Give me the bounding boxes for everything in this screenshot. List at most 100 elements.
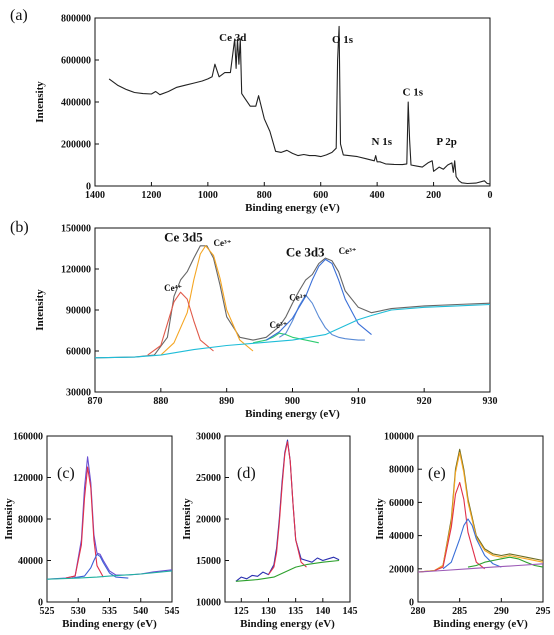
annotation-b: Ce 3d5 [164,230,203,245]
x-tick-label-c: 535 [102,606,117,617]
x-axis-title-a: Binding energy (eV) [245,202,340,214]
y-tick-label-b: 30000 [66,388,91,399]
x-tick-label-e: 285 [452,606,467,617]
y-tick-label-e: 40000 [389,531,414,542]
y-tick-label-d: 10000 [196,598,221,609]
x-tick-label-e: 280 [411,606,426,617]
series-line-d-2 [235,559,340,582]
series-line-b-1 [160,245,254,356]
series-line-d-1 [268,441,307,575]
y-tick-label-e: 0 [409,598,414,609]
annotation-b: Ce⁴⁺ [164,283,182,293]
x-tick-label-b: 930 [483,396,498,407]
y-tick-label-c: 40000 [18,556,43,567]
annotation-b: Ce 3d3 [286,245,325,260]
y-tick-label-a: 400000 [61,98,91,109]
x-tick-label-a: 800 [257,190,272,201]
y-tick-label-a: 200000 [61,140,91,151]
chart-panel-e: 280 285 290 295 0 20000 40000 60000 80000 100000 B… [374,432,551,631]
y-tick-label-b: 120000 [61,265,91,276]
annotation-a: P 2p [436,136,456,148]
series-line-e-4 [467,556,544,568]
series-line-b-2 [147,291,214,356]
x-axis-title-c: Binding energy (eV) [62,618,157,630]
plot-frame-c [46,435,173,603]
x-tick-label-b: 880 [153,396,168,407]
y-tick-label-c: 80000 [18,515,43,526]
x-tick-label-b: 910 [351,396,366,407]
x-tick-label-a: 0 [488,190,493,201]
y-tick-label-c: 0 [38,598,43,609]
series-line-c-2 [71,553,129,579]
chart-panel-b: 870 880 890 900 910 920 930 30000 60000 90000 1200… [10,219,498,420]
series-line-b-5 [265,258,372,341]
y-tick-label-c: 160000 [13,432,43,443]
x-tick-label-a: 200 [426,190,441,201]
annotation-a: O 1s [332,34,354,46]
panel-label-e: (e) [428,465,446,482]
y-tick-label-d: 20000 [196,515,221,526]
y-tick-label-d: 30000 [196,432,221,443]
series-line-e-2 [434,481,486,572]
y-tick-label-e: 20000 [389,564,414,575]
y-tick-label-a: 0 [86,182,91,193]
x-tick-label-d: 125 [234,606,249,617]
x-axis-title-e: Binding energy (eV) [433,618,528,630]
x-tick-label-b: 890 [219,396,234,407]
y-axis-title-c: Intensity [3,498,15,540]
x-tick-label-c: 545 [165,606,180,617]
annotation-b: Ce³⁺ [269,320,287,330]
y-axis-title-b: Intensity [34,289,46,331]
plot-frame-d [224,435,351,603]
x-tick-label-b: 870 [88,396,103,407]
x-tick-label-d: 140 [315,606,330,617]
y-tick-label-e: 100000 [384,432,414,443]
y-tick-label-c: 120000 [13,473,43,484]
series-line-a-0 [108,25,491,185]
x-tick-label-c: 525 [40,606,55,617]
y-axis-title-a: Intensity [34,81,46,123]
chart-panel-c: 525 530 535 540 545 0 40000 80000 120000 160000 Bi… [3,432,180,631]
plot-frame-e [417,435,544,603]
annotation-b: Ce³⁺ [339,246,357,256]
y-tick-label-a: 800000 [61,14,91,25]
y-tick-label-b: 60000 [66,347,91,358]
annotation-b: Ce³⁺ [289,292,307,302]
annotation-a: C 1s [403,87,424,99]
y-tick-label-b: 150000 [61,224,91,235]
x-axis-title-d: Binding energy (eV) [240,618,335,630]
panel-label-a: (a) [10,7,28,24]
annotation-a: N 1s [372,136,393,148]
series-line-b-6 [94,303,491,359]
x-tick-label-a: 1200 [141,190,161,201]
series-line-c-3 [46,570,173,580]
y-tick-label-d: 25000 [196,473,221,484]
y-tick-label-e: 80000 [389,465,414,476]
y-tick-label-d: 15000 [196,556,221,567]
panel-label-c: (c) [57,465,75,482]
x-tick-label-d: 145 [343,606,358,617]
y-tick-label-b: 90000 [66,306,91,317]
x-axis-title-b: Binding energy (eV) [245,408,340,420]
series-line-b-4 [279,294,365,341]
plot-frame-a [94,17,491,187]
x-tick-label-a: 400 [370,190,385,201]
series-line-d-0 [235,439,340,582]
x-tick-label-b: 920 [417,396,432,407]
series-line-e-1 [417,452,544,573]
x-tick-label-b: 900 [285,396,300,407]
x-tick-label-d: 135 [288,606,303,617]
panel-label-d: (d) [237,465,256,482]
panel-label-b: (b) [10,219,29,236]
x-tick-label-e: 295 [536,606,551,617]
y-tick-label-a: 600000 [61,56,91,67]
chart-panel-a: 1400 1200 1000 800 600 400 200 0 0 200000 400000 60… [10,7,493,214]
x-tick-label-a: 1400 [85,190,105,201]
y-axis-title-d: Intensity [181,498,193,540]
series-line-e-3 [442,518,502,570]
series-line-e-5 [417,563,544,573]
x-tick-label-d: 130 [261,606,276,617]
x-tick-label-c: 540 [133,606,148,617]
x-tick-label-e: 290 [494,606,509,617]
x-tick-label-c: 530 [71,606,86,617]
